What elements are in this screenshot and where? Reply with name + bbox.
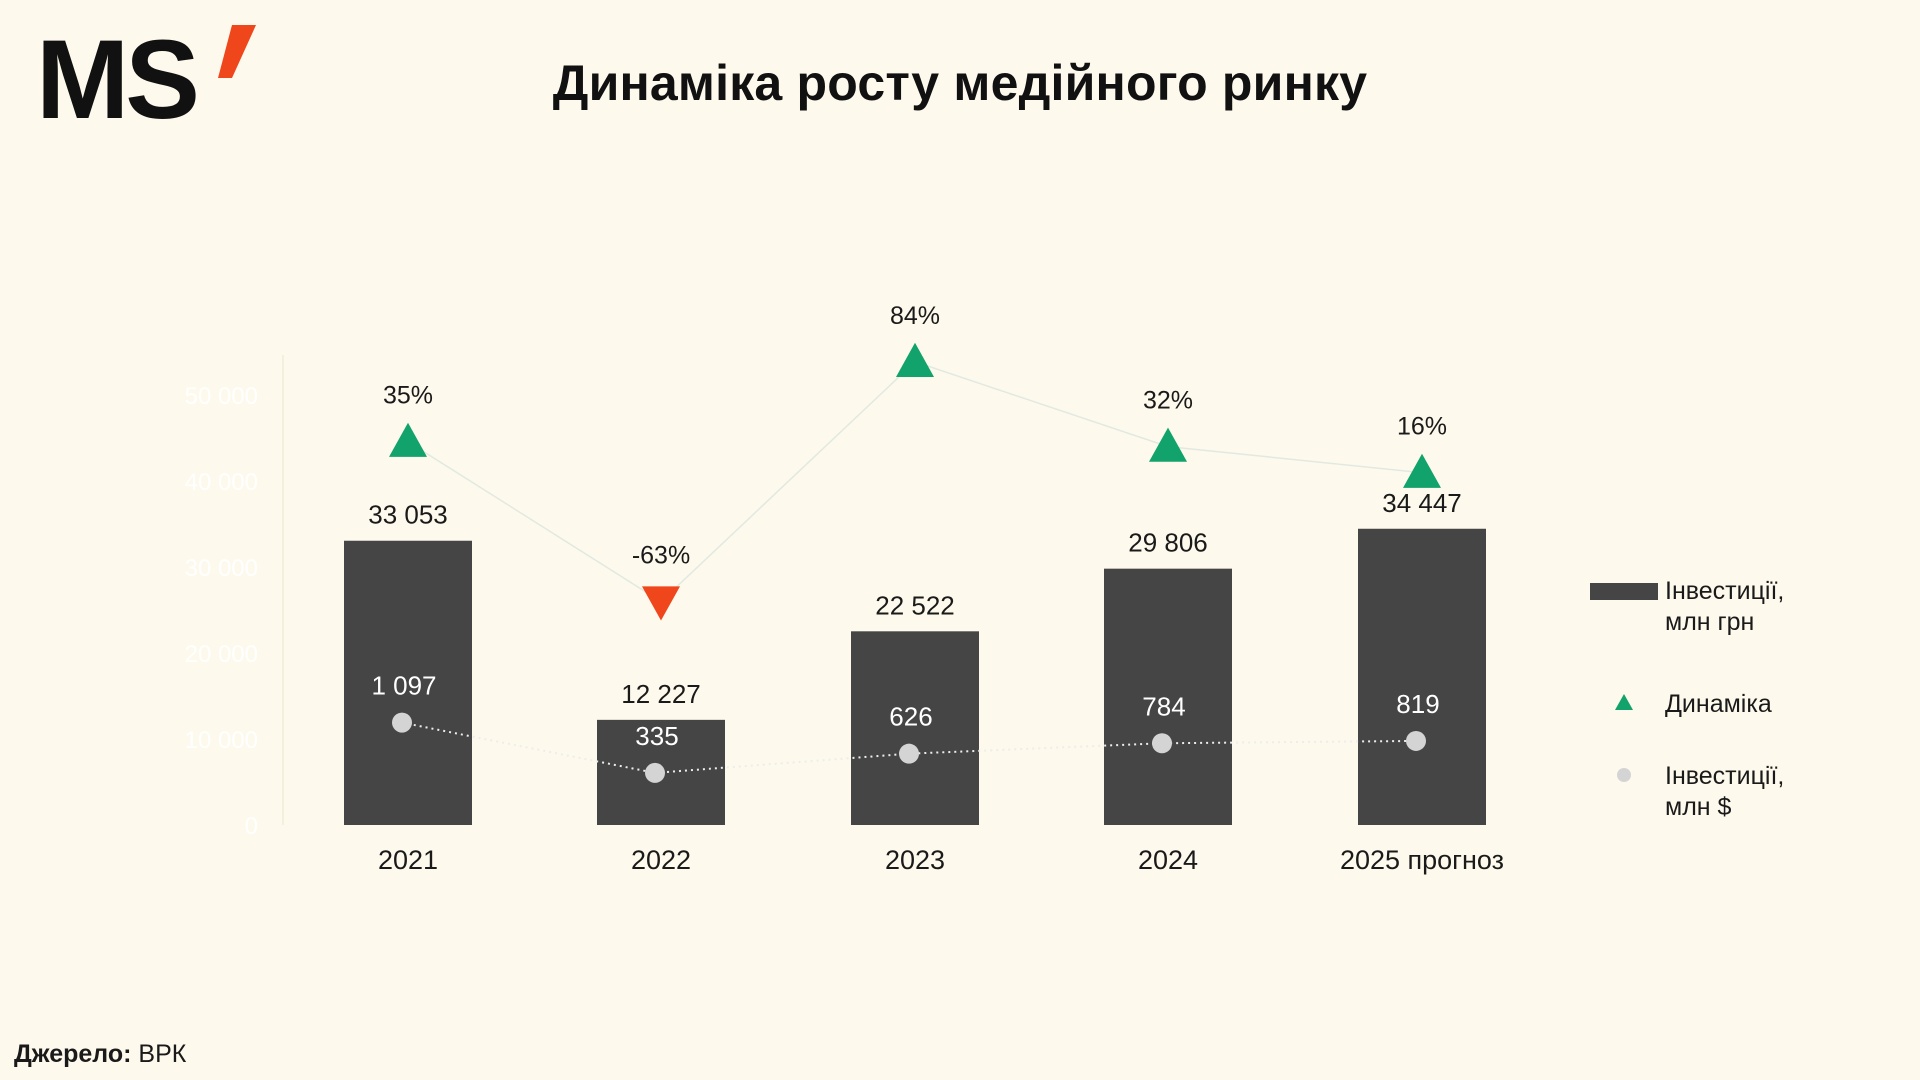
- dynamics-line: [407, 360, 1423, 603]
- x-tick-label: 2024: [1138, 845, 1198, 875]
- legend: Інвестиції, млн грн Динаміка Інвестиції, млн…: [1590, 577, 1784, 821]
- y-tick-label: 10 000: [185, 727, 258, 754]
- bar-value-label: 33 053: [368, 500, 448, 530]
- x-tick-label: 2025 прогноз: [1340, 845, 1504, 875]
- page-title: Динаміка росту медійного ринку: [552, 55, 1368, 111]
- dynamics-label: 32%: [1143, 387, 1193, 415]
- bar-value-label: 22 522: [875, 590, 955, 620]
- usd-value-label: 819: [1396, 689, 1439, 719]
- dynamics-marker: [1403, 453, 1441, 488]
- dynamics-label: 16%: [1397, 413, 1447, 441]
- svg-text:MS: MS: [36, 24, 196, 129]
- usd-point: [899, 743, 919, 764]
- legend-label-usd-line1: Інвестиції,: [1665, 762, 1784, 790]
- bar: [344, 540, 472, 825]
- dynamics-label: 35%: [383, 382, 433, 410]
- bar-value-label: 34 447: [1382, 488, 1462, 518]
- x-tick-label: 2022: [631, 845, 691, 875]
- legend-bar-swatch: [1590, 583, 1658, 600]
- bar: [1104, 568, 1232, 825]
- dynamics-marker: [642, 586, 680, 621]
- usd-point: [645, 762, 665, 783]
- y-tick-label: 40 000: [185, 469, 258, 496]
- usd-value-label: 1 097: [371, 671, 436, 701]
- usd-point: [1152, 733, 1172, 754]
- y-tick-label: 50 000: [185, 383, 258, 410]
- bars: [344, 528, 1486, 825]
- ms-logo: MS: [36, 24, 256, 129]
- legend-label-usd-line2: млн $: [1665, 793, 1732, 821]
- data-labels: 33 053 2021 12 227 2022 22 522 2023 29 806 2024…: [368, 302, 1504, 875]
- x-tick-label: 2023: [885, 845, 945, 875]
- source-note: Джерело: ВРК: [14, 1040, 186, 1069]
- x-tick-label: 2021: [378, 845, 438, 875]
- legend-label-bar-line1: Інвестиції,: [1665, 577, 1784, 605]
- dynamics-label: -63%: [632, 542, 690, 570]
- points: [389, 342, 1441, 783]
- legend-dynamics-swatch: [1615, 694, 1633, 710]
- y-tick-label: 30 000: [185, 555, 258, 582]
- source-value: ВРК: [138, 1040, 187, 1068]
- legend-label-bar-line2: млн грн: [1665, 608, 1754, 636]
- dynamics-marker: [1149, 427, 1187, 462]
- usd-point: [1406, 730, 1426, 751]
- axes: 50 000 40 000 30 000 20 000 10 000 0: [185, 355, 284, 840]
- y-tick-label: 0: [245, 813, 258, 840]
- legend-usd-swatch: [1617, 768, 1631, 782]
- legend-label-dynamics: Динаміка: [1665, 690, 1772, 718]
- bar-value-label: 29 806: [1128, 528, 1208, 558]
- usd-point: [392, 712, 412, 733]
- bar-value-label: 12 227: [621, 679, 701, 709]
- source-label: Джерело:: [14, 1040, 132, 1068]
- logo-text: MS: [36, 24, 196, 129]
- usd-value-label: 784: [1142, 691, 1185, 721]
- dynamics-marker: [896, 342, 934, 377]
- logo-apostrophe: [218, 25, 256, 78]
- usd-value-label: 626: [889, 702, 932, 732]
- usd-value-label: 335: [635, 721, 678, 751]
- dynamics-label: 84%: [890, 302, 940, 330]
- bar: [1358, 528, 1486, 825]
- dynamics-marker: [389, 422, 427, 457]
- y-tick-label: 20 000: [185, 641, 258, 668]
- bar: [851, 631, 979, 825]
